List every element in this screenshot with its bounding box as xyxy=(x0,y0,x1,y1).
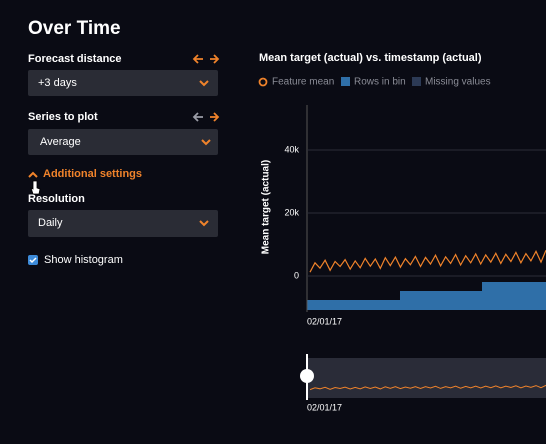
overview-line xyxy=(309,384,546,391)
dropdown-value: Daily xyxy=(38,217,63,229)
dropdown[interactable] xyxy=(28,129,218,155)
range-handle[interactable] xyxy=(300,369,314,383)
dropdown-value: Average xyxy=(40,136,81,148)
legend-label: Missing values xyxy=(425,77,491,88)
chevron xyxy=(201,139,211,146)
panel-title: Over Time xyxy=(28,18,121,39)
nav-arrow-left[interactable] xyxy=(192,112,203,122)
nav-arrows[interactable] xyxy=(192,54,220,64)
y-tick-label: 40k xyxy=(284,144,299,154)
link[interactable]: Additional settings xyxy=(43,168,142,180)
legend-swatch xyxy=(258,77,268,87)
line xyxy=(309,249,546,273)
dropdown[interactable] xyxy=(28,210,218,237)
legend-swatch xyxy=(341,77,350,86)
y-tick-label: 0 xyxy=(294,270,299,280)
legend-label: Rows in bin xyxy=(354,77,406,88)
overview-box xyxy=(307,358,546,398)
chevron xyxy=(199,80,209,87)
control-label: Resolution xyxy=(28,193,85,205)
cursor xyxy=(30,180,41,195)
plot: 0 20k 40k xyxy=(284,144,546,391)
chevron-up xyxy=(28,171,38,178)
control-label: Series to plot xyxy=(28,111,98,123)
checkmark xyxy=(29,257,37,264)
x-tick-label: 02/01/17 xyxy=(307,316,342,326)
checkbox-label: Show histogram xyxy=(44,254,123,266)
chevron xyxy=(199,220,209,227)
legend-swatch xyxy=(412,77,421,86)
histogram xyxy=(307,282,546,310)
y-tick-label: 20k xyxy=(284,207,299,217)
nav-arrow-right[interactable] xyxy=(210,112,220,122)
chart-title: Mean target (actual) vs. timestamp (actu… xyxy=(259,52,482,64)
x-tick-label: 02/01/17 xyxy=(307,402,342,412)
dropdown-value: +3 days xyxy=(38,77,77,89)
y-axis-label: Mean target (actual) xyxy=(261,160,272,254)
control-label: Forecast distance xyxy=(28,53,122,65)
dropdown[interactable] xyxy=(28,70,218,96)
legend-label: Feature mean xyxy=(272,77,334,88)
